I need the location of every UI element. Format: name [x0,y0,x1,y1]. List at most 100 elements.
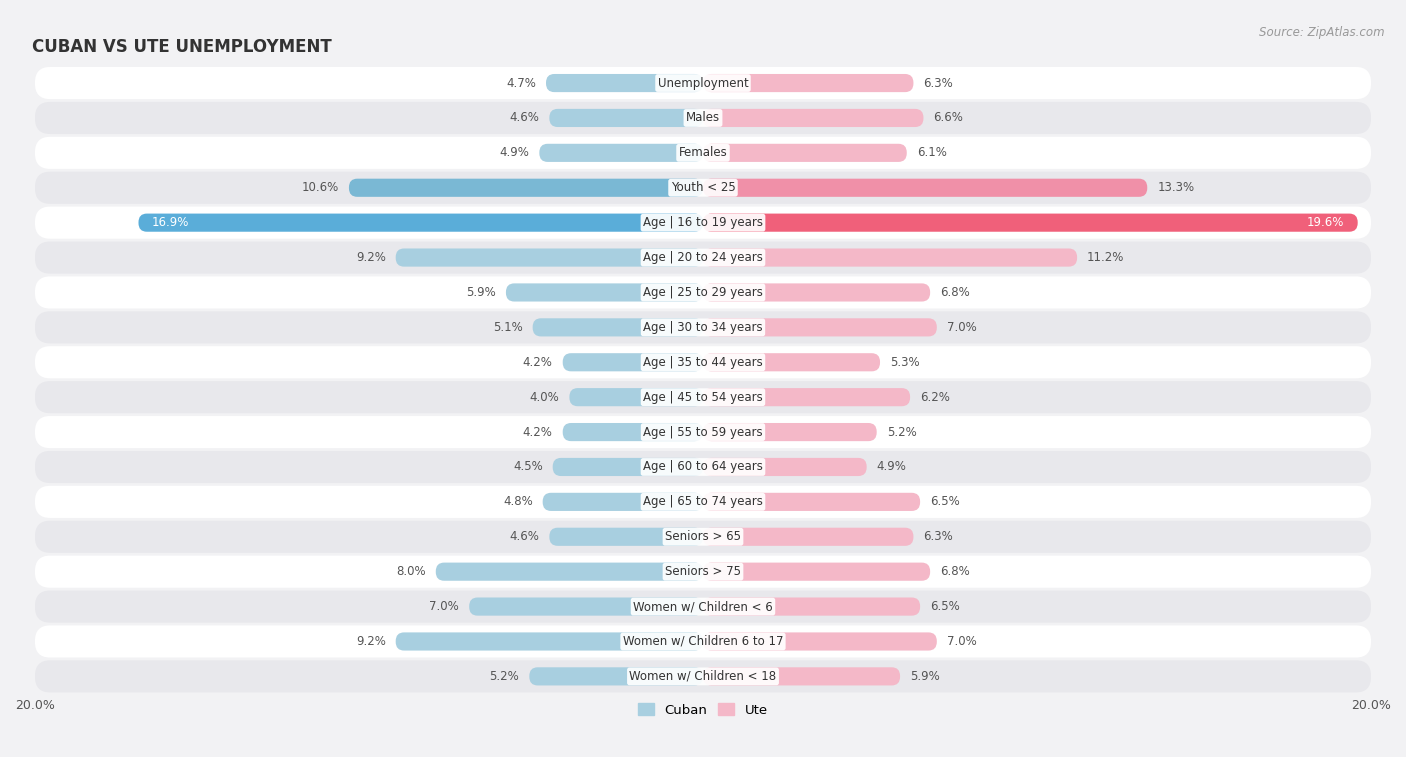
FancyBboxPatch shape [703,493,920,511]
Text: 4.6%: 4.6% [509,111,540,124]
Text: 5.9%: 5.9% [467,286,496,299]
Text: 7.0%: 7.0% [946,635,977,648]
Legend: Cuban, Ute: Cuban, Ute [633,698,773,721]
Text: 6.3%: 6.3% [924,530,953,544]
FancyBboxPatch shape [35,241,1371,273]
FancyBboxPatch shape [35,486,1371,518]
FancyBboxPatch shape [35,102,1371,134]
Text: 6.5%: 6.5% [931,495,960,509]
FancyBboxPatch shape [35,172,1371,204]
FancyBboxPatch shape [703,109,924,127]
FancyBboxPatch shape [703,423,877,441]
FancyBboxPatch shape [35,556,1371,587]
FancyBboxPatch shape [35,207,1371,238]
FancyBboxPatch shape [553,458,703,476]
Text: Seniors > 65: Seniors > 65 [665,530,741,544]
Text: 10.6%: 10.6% [302,181,339,195]
Text: Women w/ Children < 18: Women w/ Children < 18 [630,670,776,683]
FancyBboxPatch shape [35,311,1371,344]
FancyBboxPatch shape [35,346,1371,378]
FancyBboxPatch shape [506,283,703,301]
Text: Age | 60 to 64 years: Age | 60 to 64 years [643,460,763,473]
FancyBboxPatch shape [35,521,1371,553]
FancyBboxPatch shape [35,137,1371,169]
FancyBboxPatch shape [703,179,1147,197]
FancyBboxPatch shape [35,625,1371,658]
Text: 4.8%: 4.8% [503,495,533,509]
FancyBboxPatch shape [546,74,703,92]
Text: 4.2%: 4.2% [523,425,553,438]
Text: Source: ZipAtlas.com: Source: ZipAtlas.com [1260,26,1385,39]
FancyBboxPatch shape [550,528,703,546]
Text: Youth < 25: Youth < 25 [671,181,735,195]
Text: 13.3%: 13.3% [1157,181,1195,195]
FancyBboxPatch shape [703,597,920,615]
Text: 7.0%: 7.0% [429,600,460,613]
Text: 11.2%: 11.2% [1087,251,1125,264]
FancyBboxPatch shape [436,562,703,581]
Text: 5.3%: 5.3% [890,356,920,369]
FancyBboxPatch shape [703,318,936,336]
Text: Age | 65 to 74 years: Age | 65 to 74 years [643,495,763,509]
FancyBboxPatch shape [470,597,703,615]
FancyBboxPatch shape [35,660,1371,693]
Text: 5.1%: 5.1% [494,321,523,334]
FancyBboxPatch shape [529,668,703,685]
Text: Females: Females [679,146,727,160]
FancyBboxPatch shape [703,213,1358,232]
Text: Seniors > 75: Seniors > 75 [665,565,741,578]
FancyBboxPatch shape [35,451,1371,483]
FancyBboxPatch shape [35,590,1371,622]
FancyBboxPatch shape [550,109,703,127]
Text: Age | 45 to 54 years: Age | 45 to 54 years [643,391,763,403]
FancyBboxPatch shape [703,528,914,546]
FancyBboxPatch shape [540,144,703,162]
Text: 5.2%: 5.2% [887,425,917,438]
FancyBboxPatch shape [35,67,1371,99]
FancyBboxPatch shape [138,213,703,232]
Text: 6.2%: 6.2% [920,391,950,403]
FancyBboxPatch shape [562,423,703,441]
FancyBboxPatch shape [703,562,931,581]
FancyBboxPatch shape [703,458,866,476]
Text: 6.1%: 6.1% [917,146,946,160]
Text: 8.0%: 8.0% [396,565,426,578]
Text: 19.6%: 19.6% [1308,217,1344,229]
Text: 5.2%: 5.2% [489,670,519,683]
Text: Age | 16 to 19 years: Age | 16 to 19 years [643,217,763,229]
FancyBboxPatch shape [703,248,1077,266]
FancyBboxPatch shape [35,276,1371,309]
Text: Age | 25 to 29 years: Age | 25 to 29 years [643,286,763,299]
Text: Women w/ Children < 6: Women w/ Children < 6 [633,600,773,613]
FancyBboxPatch shape [569,388,703,407]
FancyBboxPatch shape [703,144,907,162]
FancyBboxPatch shape [543,493,703,511]
Text: 4.9%: 4.9% [877,460,907,473]
FancyBboxPatch shape [703,388,910,407]
Text: Males: Males [686,111,720,124]
Text: 6.5%: 6.5% [931,600,960,613]
FancyBboxPatch shape [349,179,703,197]
Text: 6.8%: 6.8% [941,286,970,299]
Text: 6.6%: 6.6% [934,111,963,124]
Text: CUBAN VS UTE UNEMPLOYMENT: CUBAN VS UTE UNEMPLOYMENT [32,38,332,56]
Text: 4.2%: 4.2% [523,356,553,369]
Text: 4.6%: 4.6% [509,530,540,544]
Text: 5.9%: 5.9% [910,670,939,683]
Text: 4.5%: 4.5% [513,460,543,473]
FancyBboxPatch shape [395,248,703,266]
Text: Age | 35 to 44 years: Age | 35 to 44 years [643,356,763,369]
Text: 6.8%: 6.8% [941,565,970,578]
Text: 6.3%: 6.3% [924,76,953,89]
FancyBboxPatch shape [533,318,703,336]
Text: 9.2%: 9.2% [356,251,385,264]
Text: Age | 55 to 59 years: Age | 55 to 59 years [643,425,763,438]
FancyBboxPatch shape [703,632,936,650]
Text: Unemployment: Unemployment [658,76,748,89]
FancyBboxPatch shape [395,632,703,650]
FancyBboxPatch shape [703,354,880,372]
FancyBboxPatch shape [562,354,703,372]
Text: Age | 20 to 24 years: Age | 20 to 24 years [643,251,763,264]
FancyBboxPatch shape [703,74,914,92]
Text: 4.0%: 4.0% [530,391,560,403]
